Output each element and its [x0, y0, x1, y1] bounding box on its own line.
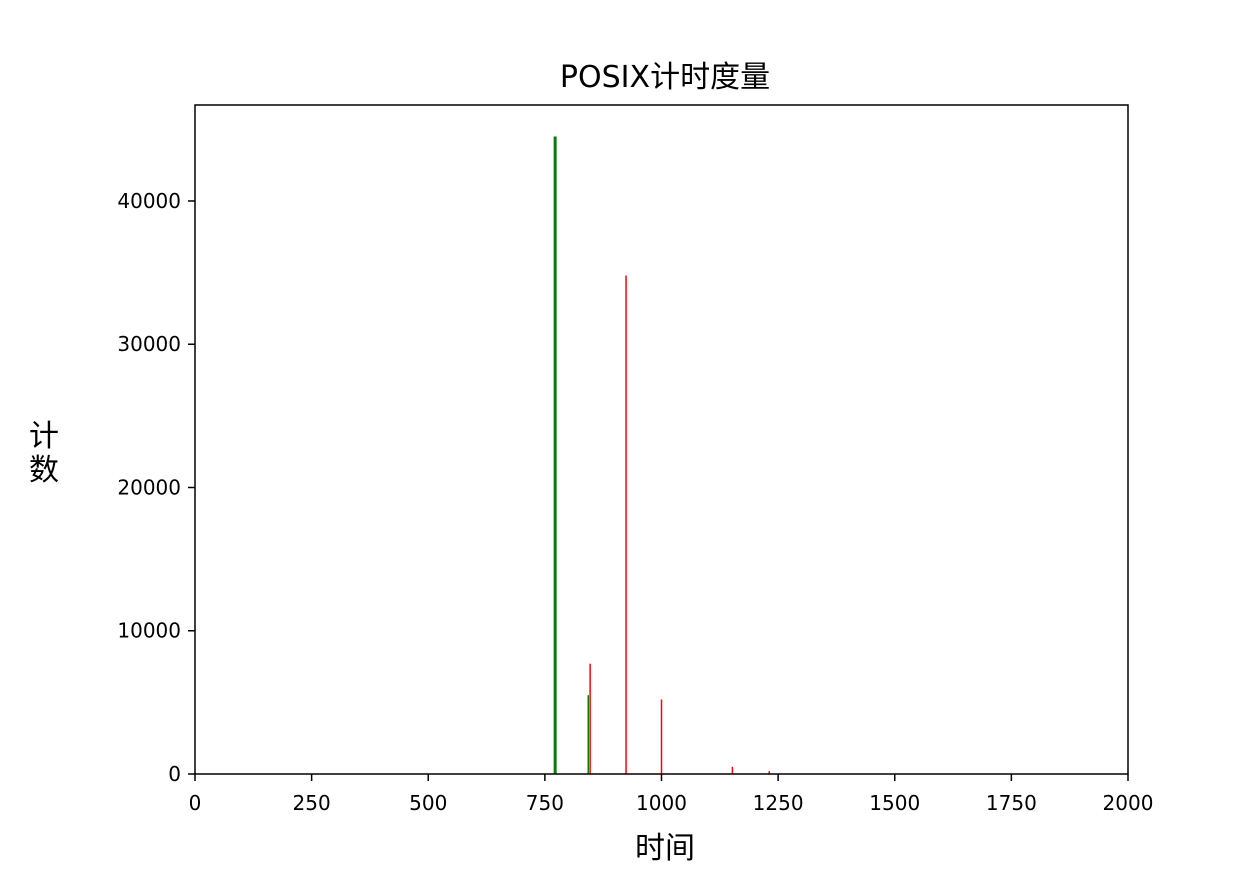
bars: [553, 136, 771, 774]
x-tick-label: 1000: [636, 791, 687, 815]
y-tick-label: 30000: [117, 332, 181, 356]
x-tick-label: 1250: [753, 791, 804, 815]
x-tick-label: 500: [409, 791, 447, 815]
x-axis-title: 时间: [635, 831, 695, 866]
x-tick-label: 1500: [869, 791, 920, 815]
x-tick-label: 2000: [1103, 791, 1154, 815]
plot-frame: [194, 104, 1129, 775]
y-axis-title: 计数: [29, 419, 59, 488]
x-tick-label: 750: [526, 791, 564, 815]
x-tick-label: 0: [189, 791, 202, 815]
x-axis-ticks: 0 250 500 750 1000 1250 1500 1750 2000: [189, 774, 1154, 815]
x-tick-label: 1750: [986, 791, 1037, 815]
x-tick-label: 250: [293, 791, 331, 815]
chart-title: POSIX计时度量: [560, 60, 770, 95]
y-tick-label: 20000: [117, 475, 181, 499]
y-axis-ticks: 0 10000 20000 30000 40000: [117, 189, 195, 786]
y-tick-label: 10000: [117, 619, 181, 643]
y-tick-label: 40000: [117, 189, 181, 213]
y-tick-label: 0: [168, 762, 181, 786]
